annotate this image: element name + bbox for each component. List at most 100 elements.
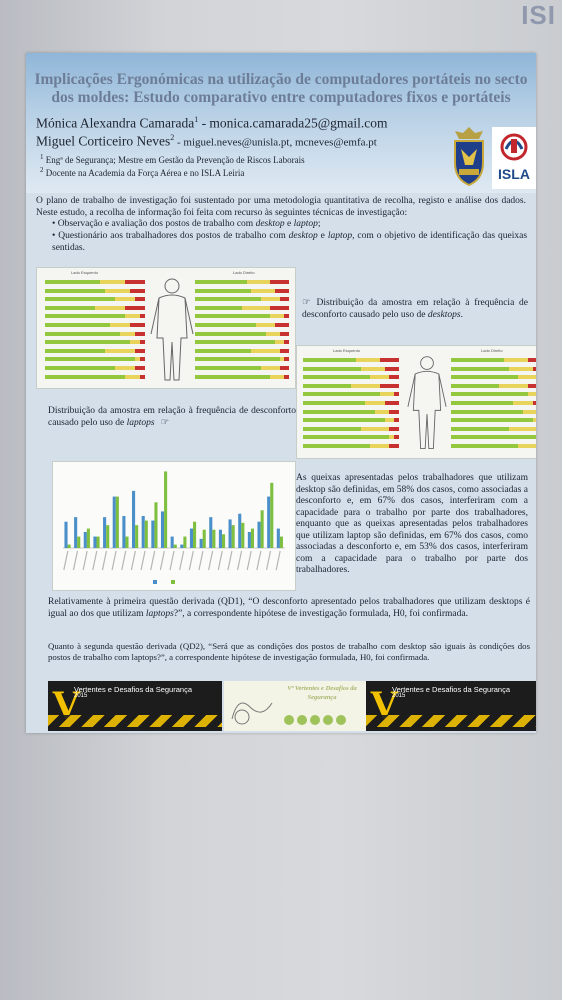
category-tick-mark <box>217 550 223 571</box>
stack-segment <box>279 366 289 370</box>
banner-year-2: 2015 <box>392 693 406 699</box>
bullet-2-text-b: e <box>317 231 328 241</box>
stack-segment <box>523 409 536 414</box>
stack-segment <box>140 357 145 362</box>
stack-segment <box>45 297 115 302</box>
stack-segment <box>284 340 289 345</box>
desktop-caption-em: desktops <box>427 310 461 320</box>
chart-bar <box>231 525 235 548</box>
stack-segment <box>303 444 371 448</box>
category-tick-mark <box>72 550 79 571</box>
qd1-paragraph: Relativamente à primeira questão derivad… <box>48 597 530 620</box>
hazard-stripe-2 <box>366 715 536 727</box>
category-tick-mark <box>188 550 194 571</box>
author-1-email: - monica.camarada25@gmail.com <box>198 115 388 131</box>
affiliation-2-text: Docente na Academia da Força Aérea e no … <box>45 168 245 178</box>
stack-segment <box>379 358 399 362</box>
discomfort-stack-row <box>45 288 145 293</box>
hazard-stripe <box>48 715 222 727</box>
stack-segment <box>125 374 140 379</box>
stack-segment <box>135 297 145 302</box>
stack-segment <box>45 340 130 345</box>
chart-bar <box>270 482 274 548</box>
stack-segment <box>370 375 390 380</box>
stack-segment <box>195 305 242 310</box>
bullet-item-1: • Observação e avaliação dos postos de t… <box>52 219 321 229</box>
stack-segment <box>360 426 390 431</box>
discomfort-stack-row <box>195 340 289 345</box>
chart-bar <box>183 536 187 548</box>
author-1-name: Mónica Alexandra Camarada <box>36 115 195 131</box>
stack-segment <box>303 418 385 423</box>
discomfort-stack-row <box>195 305 289 310</box>
category-tick-mark <box>198 550 204 571</box>
stack-segment <box>389 444 399 448</box>
discomfort-stack-row <box>45 366 145 370</box>
stack-segment <box>532 401 536 405</box>
chart-bar <box>83 532 87 548</box>
qd2-paragraph: Quanto à segunda questão derivada (QD2),… <box>48 641 530 662</box>
chart-bar <box>267 496 271 548</box>
stack-segment <box>284 357 289 362</box>
stack-segment <box>351 383 380 388</box>
category-tick-mark <box>265 550 272 571</box>
stack-segment <box>45 323 110 327</box>
stack-segment <box>270 374 285 379</box>
poster-title: Implicações Ergonómicas na utilização de… <box>26 71 536 107</box>
stack-segment <box>451 401 514 405</box>
category-tick-mark <box>227 550 233 571</box>
discomfort-stack-row <box>451 392 536 397</box>
discomfort-stack-row <box>45 305 145 310</box>
discomfort-stack-row <box>303 375 399 380</box>
stack-segment <box>45 348 105 353</box>
category-tick-mark <box>159 550 165 571</box>
author-2-name: Miguel Corticeiro Neves <box>36 133 171 149</box>
discomfort-stack-row <box>195 366 289 370</box>
wall-sign: ISI <box>521 0 556 30</box>
chart-bar <box>260 510 264 548</box>
affiliation-1-sup: 1 <box>40 153 44 161</box>
chart-bar <box>64 521 68 548</box>
human-body-back-icon <box>150 278 194 381</box>
stack-segment <box>451 358 504 362</box>
stack-segment <box>135 366 145 370</box>
stack-segment <box>527 392 536 397</box>
discomfort-stack-row <box>451 358 536 362</box>
stack-segment <box>246 280 271 284</box>
stack-segment <box>195 297 261 302</box>
stack-segment <box>389 435 395 440</box>
category-tick-mark <box>121 550 127 571</box>
stack-segment <box>499 383 528 388</box>
bullet-1-text-b: e <box>284 219 294 229</box>
stack-segment <box>303 383 351 388</box>
stack-segment <box>451 383 499 388</box>
category-tick-mark <box>63 550 69 571</box>
stack-segment <box>303 375 371 380</box>
stack-segment <box>379 383 399 388</box>
chart-bar <box>132 490 136 548</box>
stack-segment <box>303 366 361 371</box>
stack-segment <box>45 357 135 362</box>
discomfort-stack-row <box>451 375 536 380</box>
chart-bar <box>199 538 203 548</box>
chart-bar <box>170 536 174 548</box>
intro-paragraph: O plano de trabalho de investigação foi … <box>36 196 526 218</box>
author-2-sup: 2 <box>170 133 175 142</box>
stack-segment <box>125 280 145 284</box>
chart-bar <box>135 525 139 548</box>
stack-segment <box>532 366 536 371</box>
discomfort-stack-row <box>303 358 399 362</box>
discomfort-stack-row <box>45 314 145 319</box>
stack-segment <box>195 366 261 370</box>
stack-segment <box>140 374 145 379</box>
chart-bar <box>189 528 194 548</box>
chart-bar <box>257 521 261 548</box>
stack-segment <box>532 418 536 423</box>
stack-segment <box>260 297 280 302</box>
stack-segment <box>503 358 528 362</box>
bar-chart-svg <box>63 471 285 584</box>
chart-bar <box>221 534 226 548</box>
stack-segment <box>130 323 145 327</box>
stack-segment <box>518 444 536 448</box>
stack-segment <box>140 314 145 319</box>
